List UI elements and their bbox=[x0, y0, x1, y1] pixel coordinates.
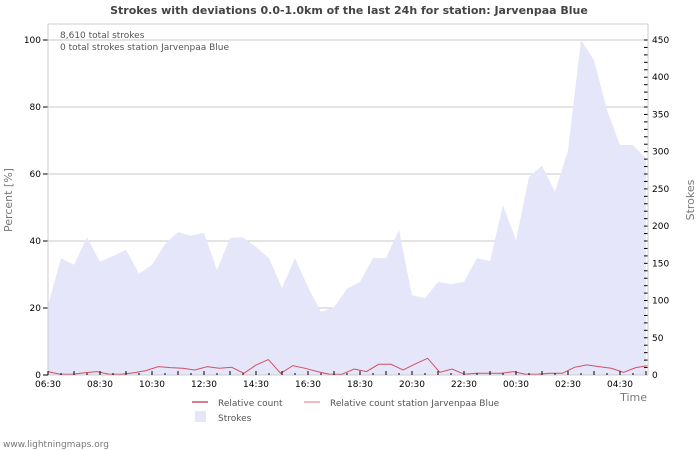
x-tick-label: 12:30 bbox=[191, 380, 217, 390]
axes: 0 20 40 60 80 100 0 50 100 150 200 250 300 350 400 450 0… bbox=[24, 24, 669, 390]
y-left-tick-label: 0 bbox=[35, 371, 41, 381]
y-right-tick-label: 150 bbox=[652, 259, 669, 269]
y-right-tick-label: 250 bbox=[652, 185, 669, 195]
x-tick-label: 22:30 bbox=[451, 380, 477, 390]
y-left-tick-label: 40 bbox=[30, 237, 42, 247]
y-right-tick-label: 50 bbox=[652, 334, 664, 344]
annotation-station-strokes: 0 total strokes station Jarvenpaa Blue bbox=[60, 43, 229, 53]
x-tick-label: 20:30 bbox=[399, 380, 425, 390]
y-right-tick-label: 350 bbox=[652, 110, 669, 120]
x-tick-label: 14:30 bbox=[243, 380, 269, 390]
legend-label-relative-count: Relative count bbox=[218, 399, 283, 409]
y-left-tick-label: 60 bbox=[30, 170, 42, 180]
x-tick-label: 18:30 bbox=[347, 380, 373, 390]
x-tick-label: 04:30 bbox=[607, 380, 633, 390]
y-left-tick-label: 100 bbox=[24, 36, 41, 46]
y-right-tick-label: 300 bbox=[652, 148, 669, 158]
legend-swatch-strokes bbox=[195, 411, 206, 422]
x-tick-label: 10:30 bbox=[139, 380, 165, 390]
chart-title: Strokes with deviations 0.0-1.0km of the… bbox=[110, 4, 588, 17]
strokes-area-layer bbox=[48, 40, 646, 375]
x-tick-label: 16:30 bbox=[295, 380, 321, 390]
relative-count-line bbox=[47, 357, 649, 375]
legend: Relative count Relative count station Ja… bbox=[192, 399, 500, 424]
x-tick-label: 08:30 bbox=[87, 380, 113, 390]
legend-label-strokes: Strokes bbox=[218, 414, 252, 424]
x-tick-label: 06:30 bbox=[35, 380, 61, 390]
x-tick-label: 02:30 bbox=[555, 380, 581, 390]
y-axis-left-label: Percent [%] bbox=[2, 168, 15, 232]
y-left-tick-label: 80 bbox=[30, 103, 42, 113]
y-axis-right-label: Strokes bbox=[684, 179, 697, 220]
legend-label-relative-count-station: Relative count station Jarvenpaa Blue bbox=[330, 399, 500, 409]
x-axis-label: Time bbox=[619, 391, 647, 404]
y-right-tick-label: 450 bbox=[652, 36, 669, 46]
y-right-tick-label: 400 bbox=[652, 73, 669, 83]
y-left-tick-label: 20 bbox=[30, 304, 42, 314]
y-right-tick-label: 100 bbox=[652, 297, 669, 307]
strokes-area bbox=[48, 40, 646, 375]
x-tick-label: 00:30 bbox=[503, 380, 529, 390]
annotation-total-strokes: 8,610 total strokes bbox=[60, 31, 145, 41]
footer-site: www.lightningmaps.org bbox=[3, 440, 109, 450]
y-right-tick-label: 200 bbox=[652, 222, 669, 232]
y-right-tick-label: 0 bbox=[652, 371, 658, 381]
